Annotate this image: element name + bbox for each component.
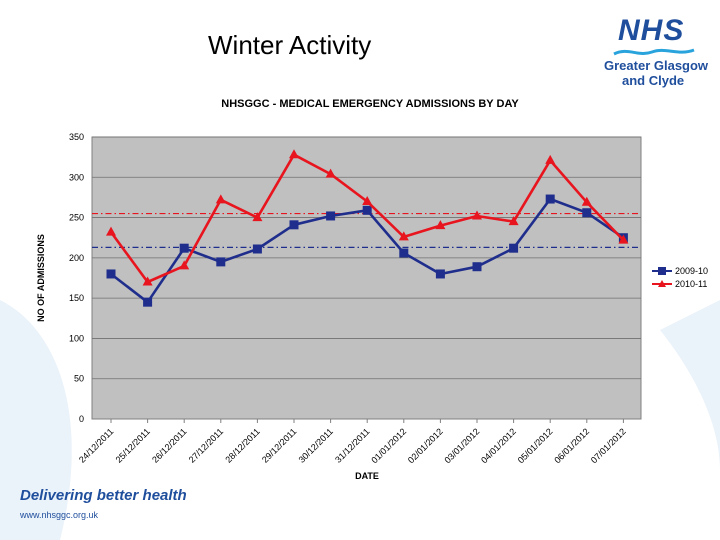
y-tick-label: 0 — [79, 414, 84, 424]
y-tick-label: 100 — [69, 333, 84, 343]
data-point-2009-10 — [582, 208, 592, 218]
x-tick-label: 04/01/2012 — [479, 426, 518, 465]
data-point-2009-10 — [362, 205, 372, 215]
data-point-2009-10 — [289, 220, 299, 230]
data-point-2010-11 — [325, 168, 336, 178]
data-point-2010-11 — [508, 216, 519, 226]
legend-label-2010-11: 2010-11 — [675, 279, 707, 289]
y-tick-label: 200 — [69, 253, 84, 263]
data-point-2010-11 — [179, 260, 190, 270]
data-point-2010-11 — [142, 276, 153, 286]
chart-title: NHSGGC - MEDICAL EMERGENCY ADMISSIONS BY… — [221, 98, 519, 110]
logo-line-2: and Clyde — [622, 73, 685, 88]
y-tick-label: 150 — [69, 293, 84, 303]
x-tick-label: 01/01/2012 — [369, 426, 408, 465]
data-point-2009-10 — [179, 243, 189, 253]
data-point-2010-11 — [472, 210, 482, 220]
x-tick-label: 02/01/2012 — [406, 426, 445, 465]
data-point-2010-11 — [545, 154, 556, 164]
data-point-2010-11 — [618, 234, 629, 244]
logo-brand: NHS — [618, 14, 685, 47]
data-point-2009-10 — [545, 194, 555, 204]
y-tick-label: 350 — [69, 132, 84, 142]
data-point-2010-11 — [398, 231, 409, 241]
data-point-2009-10 — [143, 297, 153, 307]
data-point-2009-10 — [326, 211, 336, 221]
data-point-2009-10 — [435, 269, 445, 279]
x-tick-label: 25/12/2011 — [114, 426, 152, 464]
x-tick-label: 03/01/2012 — [442, 426, 481, 465]
x-tick-label: 26/12/2011 — [150, 426, 188, 464]
legend-label-2009-10: 2009-10 — [675, 266, 708, 276]
data-point-2010-11 — [362, 195, 373, 205]
chart-legend: 2009-10 2010-11 — [652, 266, 708, 289]
y-tick-label: 50 — [74, 374, 84, 384]
y-tick-label: 250 — [69, 213, 84, 223]
x-tick-label: 06/01/2012 — [552, 426, 591, 465]
nhs-logo: NHS Greater Glasgow and Clyde — [604, 14, 708, 90]
y-tick-label: 300 — [69, 172, 84, 182]
data-point-2009-10 — [106, 269, 116, 279]
x-tick-label: 07/01/2012 — [589, 426, 628, 465]
x-tick-label: 28/12/2011 — [223, 426, 261, 464]
legend-marker-2010-11 — [658, 280, 666, 287]
page-title: Winter Activity — [208, 30, 372, 60]
data-point-2010-11 — [252, 212, 263, 222]
legend-marker-2009-10 — [658, 267, 666, 275]
footer-url[interactable]: www.nhsggc.org.uk — [20, 510, 99, 520]
data-point-2009-10 — [252, 244, 262, 254]
footer-tagline: Delivering better health — [20, 487, 187, 504]
data-point-2010-11 — [106, 226, 116, 236]
x-tick-label: 05/01/2012 — [516, 426, 555, 465]
plot-background — [91, 136, 642, 420]
data-point-2009-10 — [399, 248, 409, 258]
logo-wave-icon — [613, 48, 695, 56]
x-tick-label: 31/12/2011 — [333, 426, 371, 464]
data-point-2009-10 — [509, 243, 519, 253]
x-tick-label: 29/12/2011 — [260, 426, 298, 464]
y-axis-label: NO OF ADMISSIONS — [36, 234, 46, 322]
data-point-2010-11 — [289, 149, 299, 159]
data-point-2010-11 — [581, 196, 592, 206]
x-tick-label: 27/12/2011 — [187, 426, 225, 464]
logo-line-1: Greater Glasgow — [604, 58, 709, 73]
x-tick-label: 30/12/2011 — [297, 426, 335, 464]
x-tick-label: 24/12/2011 — [77, 426, 115, 464]
data-point-2009-10 — [472, 262, 482, 272]
data-point-2010-11 — [215, 194, 226, 204]
data-point-2009-10 — [216, 257, 226, 267]
data-point-2010-11 — [435, 220, 446, 230]
x-axis-label: DATE — [355, 471, 379, 481]
